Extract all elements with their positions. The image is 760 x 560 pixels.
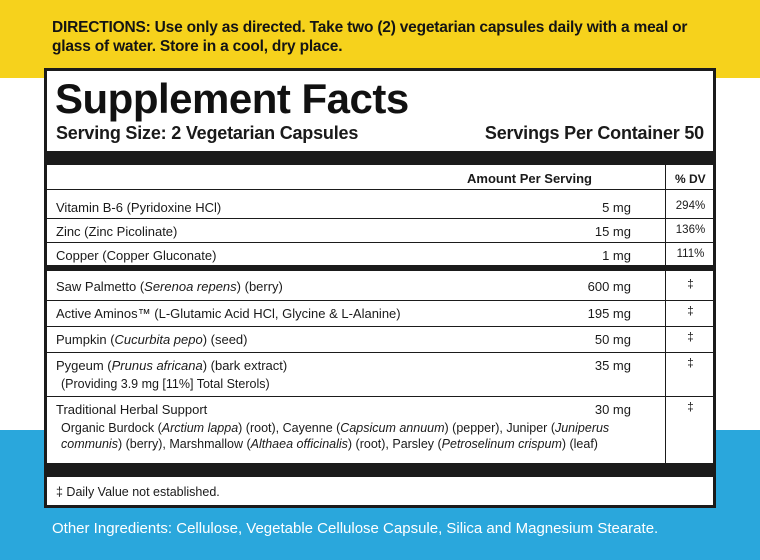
other-ingredients-text: Cellulose, Vegetable Cellulose Capsule, …	[176, 520, 659, 537]
nutrient-dv: 111%	[676, 248, 705, 260]
ingredient-name: Traditional Herbal Support	[56, 402, 208, 417]
supplement-facts-panel: Supplement Facts Serving Size: 2 Vegetar…	[44, 68, 716, 508]
panel-title: Supplement Facts	[55, 75, 409, 122]
row-separator	[47, 352, 713, 353]
nutrient-dv: 294%	[675, 200, 706, 212]
row-separator	[47, 218, 713, 219]
herbal-blend-list: Organic Burdock (Arctium lappa) (root), …	[61, 420, 621, 452]
ingredient-amount: 600 mg	[587, 279, 631, 294]
ingredient-amount: 50 mg	[594, 332, 631, 347]
column-divider	[665, 165, 666, 265]
ingredient-name: Saw Palmetto (Serenoa repens) (berry)	[56, 279, 283, 294]
nutrient-amount: 5 mg	[602, 200, 631, 215]
header-dv: % DV	[675, 172, 706, 186]
ingredient-amount: 30 mg	[594, 402, 631, 417]
nutrient-name: Copper (Copper Gluconate)	[56, 248, 217, 263]
ingredient-amount: 35 mg	[594, 358, 631, 373]
ingredient-dv: ‡	[687, 279, 694, 291]
divider-bar	[47, 151, 713, 165]
ingredient-name: Active Aminos™ (L-Glutamic Acid HCl, Gly…	[56, 306, 401, 321]
ingredient-dv: ‡	[687, 402, 694, 414]
herbal-line: Organic Burdock (Arctium lappa) (root), …	[61, 421, 610, 435]
directions-body: Use only as directed. Take two (2) veget…	[52, 19, 688, 55]
row-separator	[47, 396, 713, 397]
footnote: ‡ Daily Value not established.	[56, 485, 220, 499]
ingredient-name: Pumpkin (Cucurbita pepo) (seed)	[56, 332, 248, 347]
row-separator	[47, 242, 713, 243]
ingredient-dv: ‡	[687, 332, 694, 344]
divider-bar	[47, 463, 713, 477]
nutrient-name: Vitamin B-6 (Pyridoxine HCl)	[56, 200, 222, 215]
nutrient-amount: 15 mg	[594, 224, 631, 239]
other-ingredients: Other Ingredients: Cellulose, Vegetable …	[52, 520, 658, 537]
directions-text: DIRECTIONS: Use only as directed. Take t…	[52, 18, 722, 56]
ingredient-subtext: (Providing 3.9 mg [11%] Total Sterols)	[61, 377, 270, 391]
divider-line	[47, 189, 713, 190]
divider-bar	[47, 265, 713, 271]
header-amount: Amount Per Serving	[467, 171, 592, 186]
row-separator	[47, 300, 713, 301]
ingredient-dv: ‡	[687, 358, 694, 370]
servings-per-container: Servings Per Container 50	[484, 123, 704, 143]
nutrient-dv: 136%	[675, 224, 706, 236]
row-separator	[47, 326, 713, 327]
other-ingredients-label: Other Ingredients:	[52, 520, 173, 537]
nutrient-name: Zinc (Zinc Picolinate)	[56, 224, 178, 239]
ingredient-amount: 195 mg	[587, 306, 631, 321]
nutrient-amount: 1 mg	[602, 248, 631, 263]
column-divider	[665, 271, 666, 463]
directions-label: DIRECTIONS:	[52, 19, 151, 36]
serving-size: Serving Size: 2 Vegetarian Capsules	[56, 123, 359, 143]
ingredient-dv: ‡	[687, 306, 694, 318]
ingredient-name: Pygeum (Prunus africana) (bark extract)	[56, 358, 288, 373]
herbal-line: communis) (berry), Marshmallow (Althaea …	[61, 437, 598, 451]
